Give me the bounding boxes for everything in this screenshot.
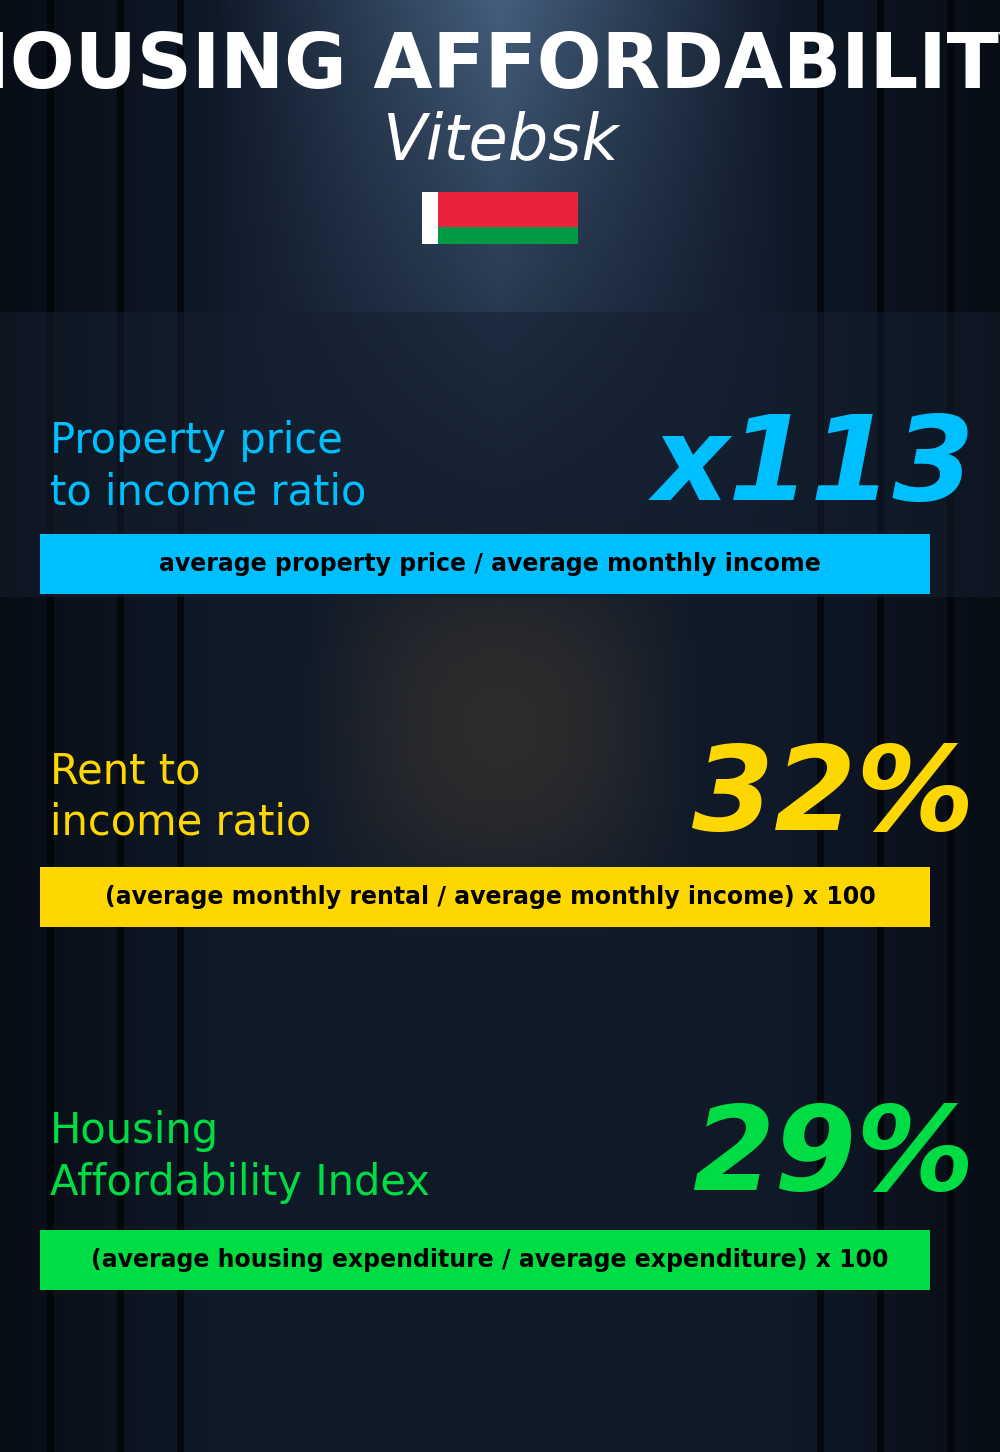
FancyBboxPatch shape (40, 534, 930, 594)
FancyBboxPatch shape (422, 192, 438, 244)
Text: Vitebsk: Vitebsk (382, 110, 618, 173)
Text: average property price / average monthly income: average property price / average monthly… (159, 552, 821, 576)
Text: Property price
to income ratio: Property price to income ratio (50, 420, 366, 514)
Text: 29%: 29% (692, 1099, 975, 1214)
FancyBboxPatch shape (40, 867, 930, 926)
Text: (average monthly rental / average monthly income) x 100: (average monthly rental / average monthl… (105, 886, 875, 909)
FancyBboxPatch shape (422, 227, 578, 244)
Text: HOUSING AFFORDABILITY: HOUSING AFFORDABILITY (0, 30, 1000, 105)
FancyBboxPatch shape (40, 1230, 930, 1289)
Text: Rent to
income ratio: Rent to income ratio (50, 751, 311, 844)
Text: (average housing expenditure / average expenditure) x 100: (average housing expenditure / average e… (91, 1249, 889, 1272)
FancyBboxPatch shape (0, 312, 1000, 597)
FancyBboxPatch shape (422, 192, 578, 227)
Text: 32%: 32% (692, 739, 975, 854)
Text: Housing
Affordability Index: Housing Affordability Index (50, 1109, 430, 1204)
Text: x113: x113 (652, 409, 975, 524)
